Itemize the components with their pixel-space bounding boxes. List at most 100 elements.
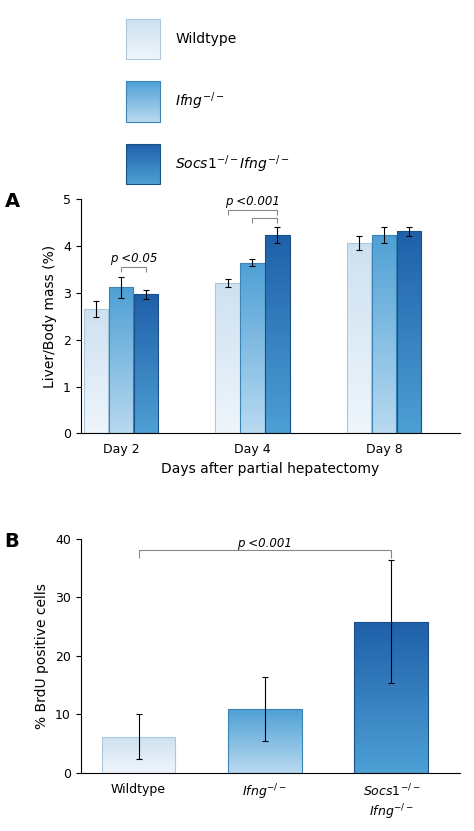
Bar	[355, 696, 428, 697]
Bar	[84, 409, 108, 411]
Bar	[109, 344, 133, 346]
Bar	[109, 353, 133, 355]
Bar	[134, 294, 158, 434]
Bar	[347, 351, 371, 352]
Bar	[134, 302, 158, 303]
Bar	[84, 337, 108, 339]
Bar	[84, 423, 108, 424]
Bar	[84, 386, 108, 387]
Bar	[126, 101, 160, 102]
Bar	[355, 678, 428, 681]
Bar	[215, 283, 239, 285]
Bar	[134, 394, 158, 396]
Bar	[109, 413, 133, 416]
Bar	[372, 309, 396, 312]
Bar	[126, 55, 160, 56]
Bar	[109, 411, 133, 413]
Bar	[265, 401, 290, 404]
Bar	[84, 330, 108, 331]
Bar	[265, 239, 290, 242]
Bar	[126, 144, 160, 145]
Bar	[355, 720, 428, 722]
Bar	[109, 430, 133, 431]
Bar	[240, 301, 264, 303]
Bar	[372, 416, 396, 419]
Bar	[215, 324, 239, 326]
Bar	[265, 347, 290, 349]
Bar	[347, 268, 371, 269]
Bar	[265, 344, 290, 347]
Bar	[84, 401, 108, 402]
Bar	[347, 421, 371, 424]
Bar	[126, 95, 160, 96]
Bar	[397, 315, 421, 317]
Bar	[134, 390, 158, 391]
Bar	[397, 294, 421, 297]
Bar	[355, 622, 428, 624]
Bar	[240, 340, 264, 342]
Bar	[134, 372, 158, 375]
Bar	[126, 111, 160, 113]
Bar	[355, 642, 428, 645]
Bar	[126, 158, 160, 159]
Bar	[134, 319, 158, 321]
Bar	[134, 364, 158, 366]
Bar	[355, 716, 428, 718]
Bar	[134, 420, 158, 421]
Bar	[126, 36, 160, 37]
Bar	[126, 164, 160, 165]
Bar	[109, 431, 133, 434]
Bar	[397, 337, 421, 340]
Bar	[126, 155, 160, 157]
Bar	[240, 344, 264, 346]
Bar	[126, 19, 160, 20]
Bar	[355, 694, 428, 696]
Bar	[355, 746, 428, 748]
Bar	[355, 701, 428, 703]
Bar	[84, 317, 108, 319]
Bar	[355, 629, 428, 632]
Bar	[265, 242, 290, 244]
Bar	[372, 419, 396, 421]
Bar	[126, 47, 160, 48]
Bar	[355, 737, 428, 739]
Bar	[265, 426, 290, 429]
Bar	[265, 234, 290, 237]
Bar	[109, 302, 133, 304]
Bar	[134, 298, 158, 300]
Bar	[372, 292, 396, 294]
Bar	[355, 666, 428, 667]
Bar	[372, 264, 396, 267]
Bar	[215, 349, 239, 351]
Bar	[347, 327, 371, 329]
Bar	[134, 343, 158, 345]
Bar	[84, 379, 108, 381]
Bar	[240, 389, 264, 391]
Bar	[397, 247, 421, 249]
Bar	[265, 277, 290, 279]
Bar	[355, 703, 428, 705]
Bar	[109, 304, 133, 306]
Bar	[265, 237, 290, 239]
Bar	[347, 396, 371, 398]
Bar	[355, 669, 428, 671]
Bar	[397, 249, 421, 252]
Bar	[355, 656, 428, 657]
Bar	[397, 231, 421, 234]
Bar	[397, 352, 421, 355]
Bar	[84, 377, 108, 379]
Bar	[397, 317, 421, 320]
Bar	[134, 359, 158, 361]
Bar	[215, 290, 239, 293]
Bar	[134, 350, 158, 352]
Bar	[372, 247, 396, 249]
Bar	[372, 269, 396, 272]
Bar	[109, 329, 133, 332]
Bar	[347, 286, 371, 288]
Bar	[126, 151, 160, 153]
Bar	[347, 329, 371, 332]
Bar	[109, 295, 133, 297]
Bar	[240, 410, 264, 412]
Bar	[84, 345, 108, 347]
Bar	[372, 267, 396, 269]
